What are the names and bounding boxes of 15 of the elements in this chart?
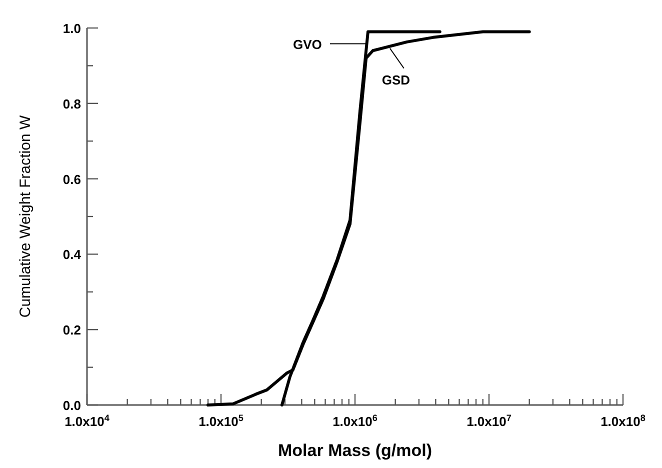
x-tick-label: 1.0x10$^{4}$ <box>64 413 110 429</box>
x-tick-label: 1.0x10$^{7}$ <box>466 413 512 429</box>
legend-label: GVO <box>292 36 322 52</box>
x-tick-label: 1.0x10$^{8}$ <box>600 413 646 429</box>
y-tick-label: 0.4 <box>62 247 82 262</box>
y-tick-label: 1.0 <box>62 21 81 36</box>
x-axis-title: Molar Mass (g/mol) <box>278 441 432 460</box>
y-tick-label: 0.8 <box>62 96 81 112</box>
y-tick-label: 0.2 <box>62 322 81 338</box>
x-tick-label: 1.0x10$^{5}$ <box>198 413 244 429</box>
y-tick-label: 0.6 <box>62 172 81 187</box>
y-axis-title: Cumulative Weight Fraction W <box>17 114 34 318</box>
series-label: GSD <box>382 72 410 88</box>
y-tick-label: 0.0 <box>62 398 81 413</box>
x-tick-label: 1.0x10$^{6}$ <box>332 413 378 429</box>
